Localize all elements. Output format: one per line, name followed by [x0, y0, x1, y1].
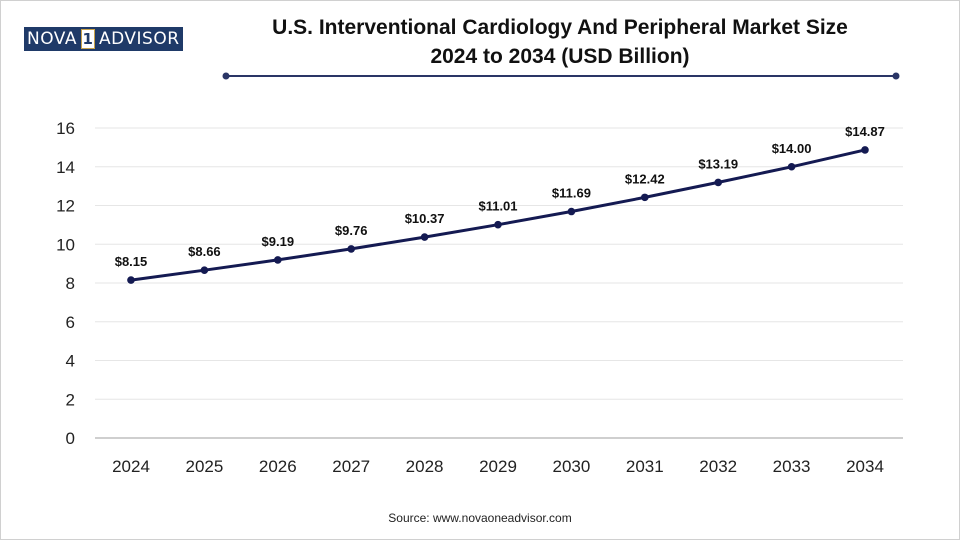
data-point	[861, 146, 869, 154]
data-label: $14.00	[772, 141, 812, 156]
chart-title: U.S. Interventional Cardiology And Perip…	[220, 13, 900, 71]
x-tick-label: 2025	[185, 457, 223, 476]
y-tick-label: 8	[66, 274, 75, 293]
y-tick-label: 16	[56, 119, 75, 138]
x-tick-label: 2031	[626, 457, 664, 476]
y-tick-label: 14	[56, 158, 75, 177]
brand-logo-part3: ADVISOR	[98, 29, 180, 49]
data-label: $10.37	[405, 211, 445, 226]
data-label: $8.66	[188, 244, 221, 259]
brand-logo: NOVA 1 ADVISOR	[24, 27, 183, 51]
y-tick-label: 10	[56, 235, 75, 254]
data-point	[714, 178, 722, 187]
data-point	[274, 256, 282, 264]
title-rule-dot-left	[222, 72, 230, 80]
data-label: $12.42	[625, 171, 665, 186]
data-label: $9.19	[262, 234, 295, 249]
data-label: $13.19	[698, 156, 738, 171]
title-rule-dot-right	[892, 72, 900, 80]
x-tick-label: 2032	[699, 457, 737, 476]
data-label: $8.15	[115, 254, 148, 269]
x-tick-label: 2024	[112, 457, 150, 476]
data-point	[200, 266, 209, 275]
data-label: $9.76	[335, 223, 368, 238]
data-point	[420, 233, 429, 241]
source-note: Source: www.novaoneadvisor.com	[388, 511, 572, 525]
data-point	[127, 276, 135, 284]
data-point	[494, 220, 502, 229]
x-tick-label: 2027	[332, 457, 370, 476]
y-tick-label: 4	[66, 352, 75, 371]
y-tick-label: 6	[66, 313, 75, 332]
data-label: $14.87	[845, 124, 885, 139]
chart-title-line2: 2024 to 2034 (USD Billion)	[430, 45, 690, 68]
x-tick-label: 2028	[406, 457, 444, 476]
y-tick-label: 2	[66, 390, 75, 409]
brand-logo-part1: NOVA	[27, 29, 77, 49]
x-tick-label: 2026	[259, 457, 297, 476]
data-point	[347, 245, 356, 253]
y-tick-label: 0	[66, 429, 75, 448]
brand-logo-part2: 1	[80, 29, 95, 49]
data-label: $11.01	[478, 199, 517, 214]
x-tick-label: 2034	[846, 457, 884, 476]
x-tick-label: 2033	[773, 457, 811, 476]
x-tick-label: 2030	[552, 457, 590, 476]
data-point	[641, 193, 649, 202]
x-tick-label: 2029	[479, 457, 517, 476]
data-point	[787, 162, 796, 171]
y-tick-label: 12	[56, 197, 75, 216]
series-line	[130, 148, 866, 282]
data-label: $11.69	[552, 186, 591, 201]
chart-title-line1: U.S. Interventional Cardiology And Perip…	[272, 16, 848, 39]
data-point	[567, 207, 576, 216]
